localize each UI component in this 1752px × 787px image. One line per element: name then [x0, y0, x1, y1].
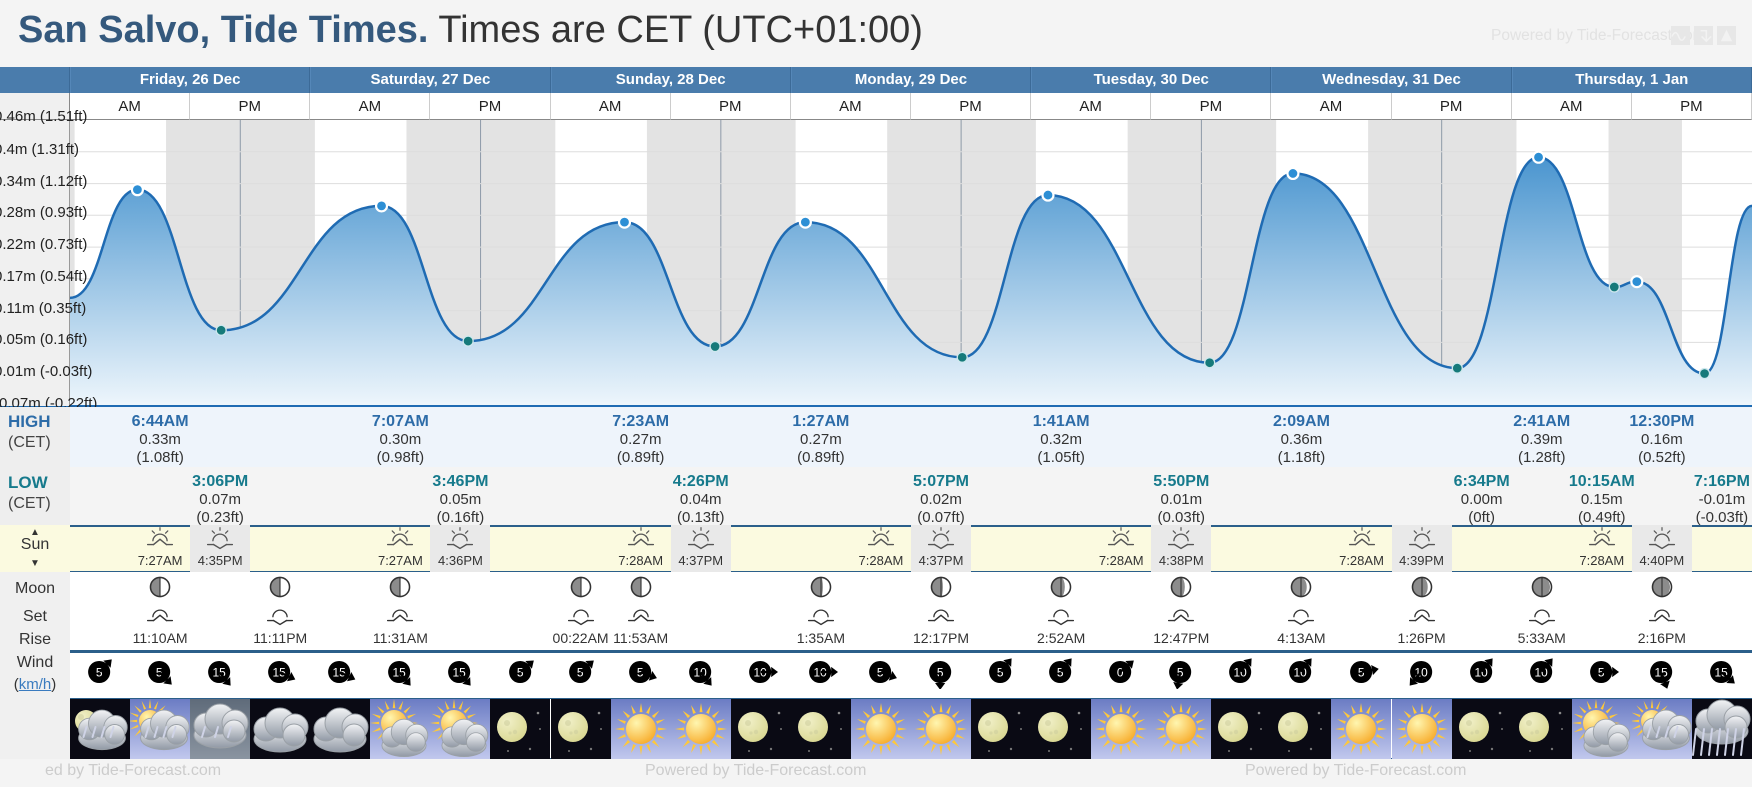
svg-text:5: 5 [516, 666, 523, 680]
svg-text:15: 15 [333, 666, 347, 680]
svg-text:15: 15 [273, 666, 287, 680]
svg-text:0: 0 [1117, 666, 1124, 680]
svg-text:5: 5 [576, 666, 583, 680]
